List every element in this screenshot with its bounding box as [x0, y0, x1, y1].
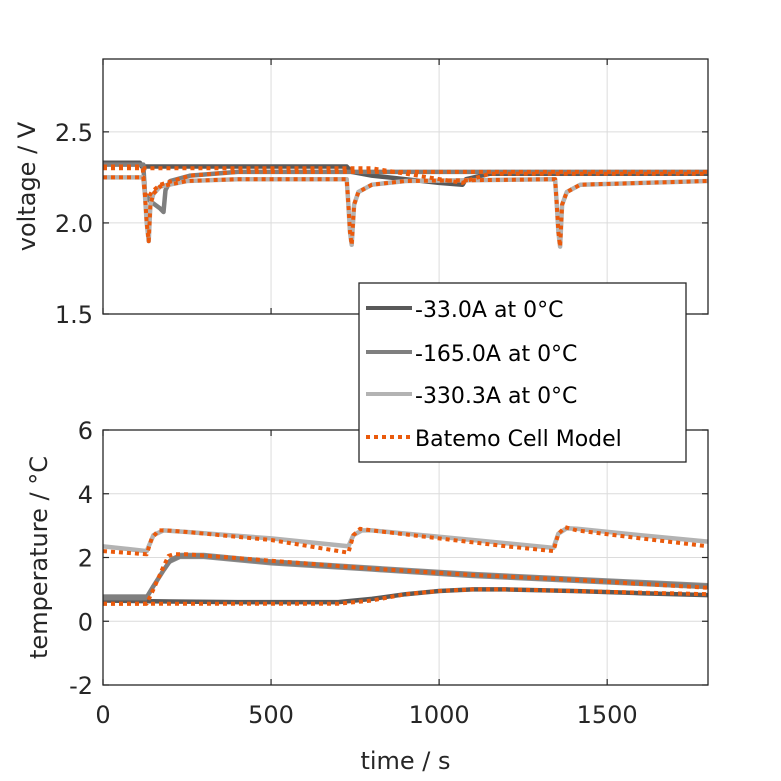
- voltage-line-3-0: [103, 164, 708, 185]
- temperature-series-batemo-cell-model: [103, 525, 708, 606]
- temperature-ytick-label-4: 6: [78, 417, 93, 445]
- temperature-ytick-label-3: 4: [78, 481, 93, 509]
- temperature-ytick-label-1: 0: [78, 608, 93, 636]
- voltage-ytick-label-0: 1.5: [55, 301, 93, 329]
- legend-label-0: -33.0A at 0°C: [415, 298, 563, 323]
- temperature-xlabel: time / s: [360, 747, 450, 775]
- legend-entry-2: -330.3A at 0°C: [366, 384, 577, 409]
- voltage-ylabel: voltage / V: [13, 121, 41, 251]
- temperature-xtick-label-2: 1000: [409, 701, 470, 729]
- voltage-line-2-0: [103, 175, 708, 249]
- temperature-grid: [103, 430, 708, 685]
- legend-entry-3: Batemo Cell Model: [366, 427, 622, 452]
- temperature-ylabel: temperature / °C: [25, 456, 53, 659]
- legend-label-1: -165.0A at 0°C: [415, 342, 577, 367]
- temperature-line-3-0: [103, 587, 708, 606]
- temperature-ytick-label-2: 2: [78, 545, 93, 573]
- legend-entry-0: -33.0A at 0°C: [366, 298, 563, 323]
- voltage-axes-frame: [102, 58, 709, 315]
- temperature-ytick-label-0: -2: [69, 672, 93, 700]
- legend-box: [358, 282, 687, 463]
- temperature-xtick-label-1: 500: [248, 701, 294, 729]
- temperature-xtick-label-0: 0: [95, 701, 110, 729]
- voltage-ticks: 1.5 2.0 2.5: [55, 59, 708, 329]
- voltage-series: [103, 160, 708, 249]
- voltage-line-3-2: [103, 175, 708, 249]
- voltage-ytick-label-1: 2.0: [55, 210, 93, 238]
- voltage-series--330-3a-at-0-c: [103, 175, 708, 249]
- legend-label-3: Batemo Cell Model: [415, 427, 622, 452]
- temperature-line-3-2: [103, 525, 708, 557]
- temperature-series: [103, 525, 708, 606]
- voltage-grid: [103, 59, 708, 314]
- legend: -33.0A at 0°C -165.0A at 0°C -330.3A at …: [358, 282, 687, 463]
- legend-label-2: -330.3A at 0°C: [415, 384, 577, 409]
- voltage-series-batemo-cell-model: [103, 164, 708, 249]
- temperature-xtick-label-3: 1500: [577, 701, 638, 729]
- temperature-line-3-1: [103, 552, 708, 606]
- voltage-ytick-label-2: 2.5: [55, 119, 93, 147]
- legend-entry-1: -165.0A at 0°C: [366, 342, 577, 367]
